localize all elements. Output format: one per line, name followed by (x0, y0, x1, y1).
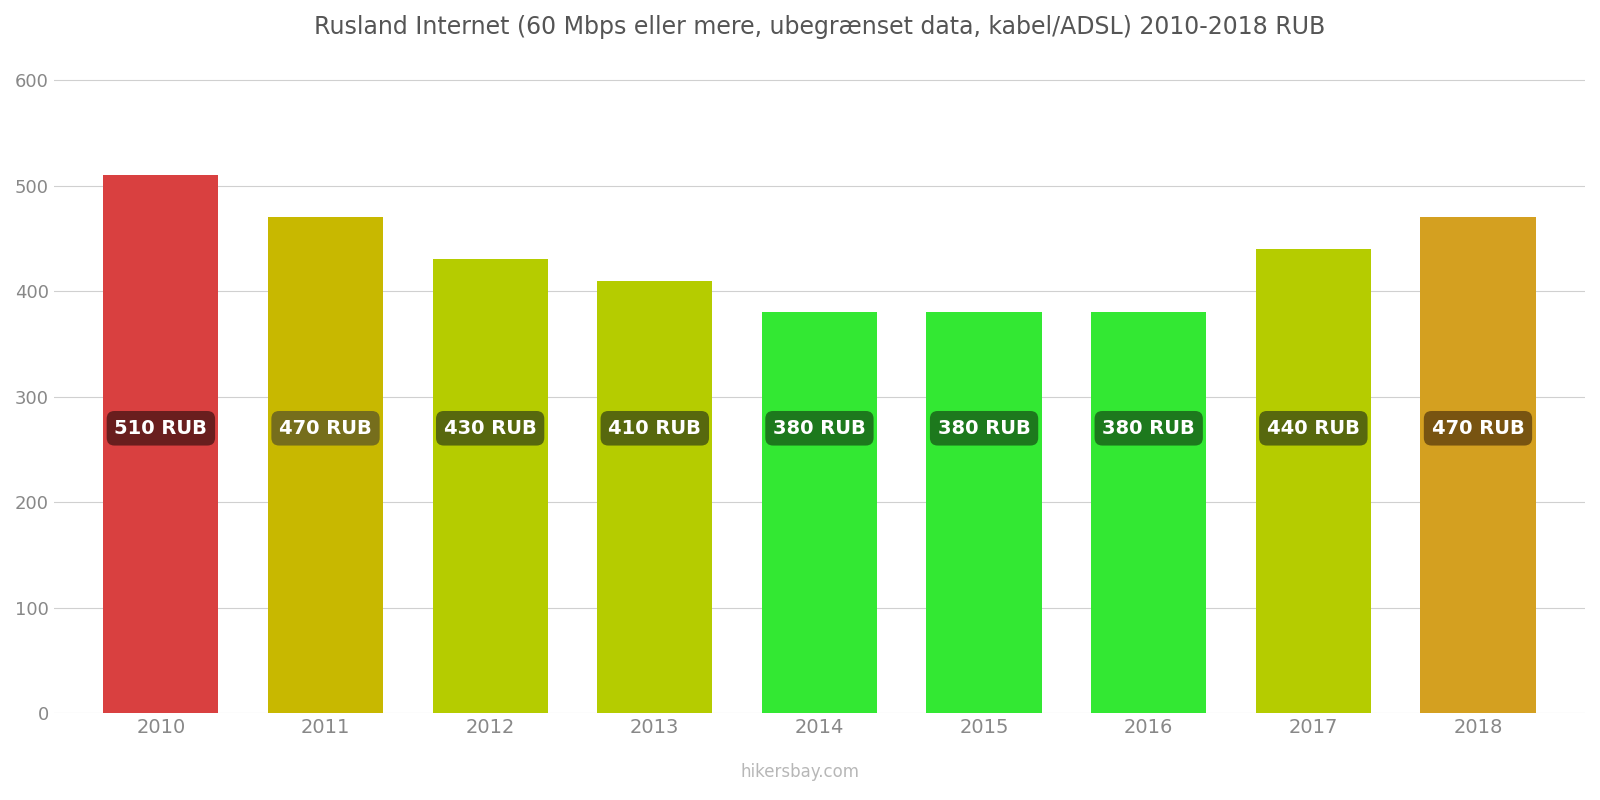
Bar (597, 281, 712, 713)
Bar (1421, 218, 1536, 713)
Text: 470 RUB: 470 RUB (1432, 418, 1525, 438)
Title: Rusland Internet (60 Mbps eller mere, ubegrænset data, kabel/ADSL) 2010-2018 RUB: Rusland Internet (60 Mbps eller mere, ub… (314, 15, 1325, 39)
Bar (1091, 312, 1206, 713)
Text: 430 RUB: 430 RUB (443, 418, 536, 438)
Text: 410 RUB: 410 RUB (608, 418, 701, 438)
Text: hikersbay.com: hikersbay.com (741, 763, 859, 781)
Bar (762, 312, 877, 713)
Text: 380 RUB: 380 RUB (1102, 418, 1195, 438)
Bar (1256, 249, 1371, 713)
Text: 380 RUB: 380 RUB (773, 418, 866, 438)
Text: 380 RUB: 380 RUB (938, 418, 1030, 438)
Text: 510 RUB: 510 RUB (115, 418, 208, 438)
Bar (104, 175, 219, 713)
Text: 440 RUB: 440 RUB (1267, 418, 1360, 438)
Bar (432, 259, 547, 713)
Text: 470 RUB: 470 RUB (278, 418, 371, 438)
Bar (267, 218, 382, 713)
Bar (926, 312, 1042, 713)
